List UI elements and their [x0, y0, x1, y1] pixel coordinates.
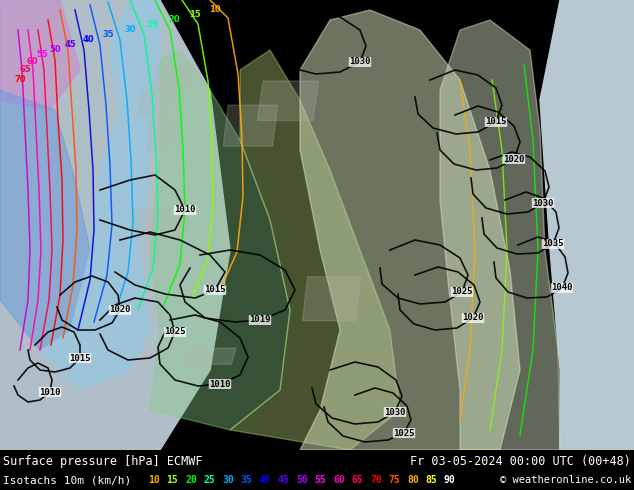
- Text: 1040: 1040: [551, 284, 573, 293]
- Text: 1025: 1025: [451, 288, 473, 296]
- Text: 70: 70: [14, 75, 26, 84]
- Polygon shape: [184, 348, 236, 365]
- Text: 1020: 1020: [503, 154, 525, 164]
- Text: 1015: 1015: [204, 286, 226, 294]
- Text: 20: 20: [168, 16, 180, 24]
- Polygon shape: [300, 10, 520, 450]
- Text: 1015: 1015: [69, 353, 91, 363]
- Text: © weatheronline.co.uk: © weatheronline.co.uk: [500, 475, 631, 485]
- Text: 1035: 1035: [542, 240, 564, 248]
- Text: 1019: 1019: [249, 316, 271, 324]
- Text: 75: 75: [389, 475, 400, 485]
- Polygon shape: [131, 210, 190, 237]
- Text: 40: 40: [82, 35, 94, 45]
- Text: 85: 85: [425, 475, 437, 485]
- Text: 70: 70: [370, 475, 382, 485]
- Text: 65: 65: [351, 475, 363, 485]
- Text: 40: 40: [259, 475, 271, 485]
- Text: 55: 55: [36, 50, 48, 59]
- Polygon shape: [230, 50, 400, 450]
- Text: 30: 30: [124, 25, 136, 34]
- Text: 15: 15: [189, 10, 201, 20]
- Text: 10: 10: [148, 475, 160, 485]
- Text: 1030: 1030: [533, 198, 553, 207]
- Polygon shape: [223, 105, 278, 146]
- Text: 50: 50: [49, 46, 61, 54]
- Text: 90: 90: [444, 475, 456, 485]
- Text: 35: 35: [102, 30, 114, 40]
- Polygon shape: [150, 50, 290, 430]
- Text: 1010: 1010: [174, 205, 196, 215]
- Text: Fr 03-05-2024 00:00 UTC (00+48): Fr 03-05-2024 00:00 UTC (00+48): [410, 455, 631, 467]
- Polygon shape: [138, 91, 173, 115]
- Text: 60: 60: [26, 57, 38, 67]
- Polygon shape: [540, 0, 634, 450]
- Text: Surface pressure [hPa] ECMWF: Surface pressure [hPa] ECMWF: [3, 455, 202, 467]
- Text: 1030: 1030: [349, 57, 371, 67]
- Text: 65: 65: [19, 66, 31, 74]
- Text: 25: 25: [146, 21, 158, 29]
- Text: 25: 25: [204, 475, 216, 485]
- Text: 45: 45: [278, 475, 289, 485]
- Text: 1020: 1020: [462, 314, 484, 322]
- Text: 1010: 1010: [39, 388, 61, 396]
- Polygon shape: [0, 0, 230, 450]
- Polygon shape: [147, 119, 173, 153]
- Text: 1025: 1025: [393, 428, 415, 438]
- Text: 15: 15: [167, 475, 178, 485]
- Text: 35: 35: [240, 475, 252, 485]
- Text: 1010: 1010: [209, 379, 231, 389]
- Polygon shape: [40, 0, 160, 390]
- Text: 80: 80: [407, 475, 418, 485]
- Text: 60: 60: [333, 475, 345, 485]
- Polygon shape: [0, 90, 90, 350]
- Text: 45: 45: [64, 41, 76, 49]
- Text: 30: 30: [222, 475, 234, 485]
- Text: 1020: 1020: [109, 305, 131, 315]
- Polygon shape: [152, 67, 195, 90]
- Text: 1030: 1030: [384, 408, 406, 416]
- Text: 1025: 1025: [164, 327, 186, 337]
- Text: 50: 50: [296, 475, 307, 485]
- Polygon shape: [0, 0, 80, 110]
- Polygon shape: [440, 20, 560, 450]
- Text: 10: 10: [209, 5, 221, 15]
- Polygon shape: [302, 277, 361, 321]
- Text: 20: 20: [185, 475, 197, 485]
- Polygon shape: [257, 81, 319, 121]
- Text: 55: 55: [314, 475, 327, 485]
- Text: 1015: 1015: [485, 118, 507, 126]
- Text: Isotachs 10m (km/h): Isotachs 10m (km/h): [3, 475, 138, 485]
